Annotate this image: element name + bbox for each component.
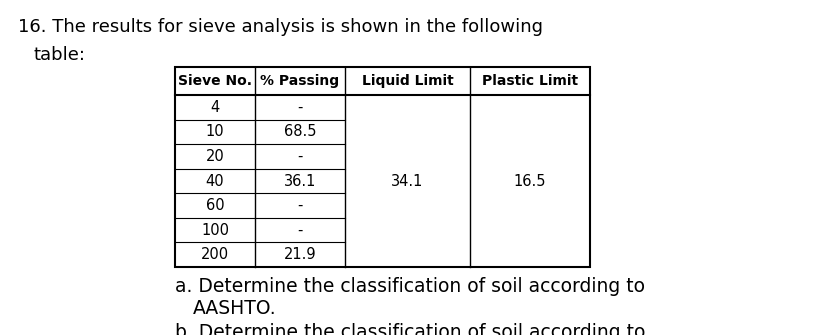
Text: -: - <box>297 100 302 115</box>
Text: b. Determine the classification of soil according to: b. Determine the classification of soil … <box>175 323 645 335</box>
Text: 16. The results for sieve analysis is shown in the following: 16. The results for sieve analysis is sh… <box>18 18 543 36</box>
Text: 68.5: 68.5 <box>284 124 316 139</box>
Text: a. Determine the classification of soil according to: a. Determine the classification of soil … <box>175 277 645 296</box>
Text: 36.1: 36.1 <box>284 174 316 189</box>
Text: 100: 100 <box>201 223 229 238</box>
Text: 34.1: 34.1 <box>391 174 424 189</box>
Text: % Passing: % Passing <box>261 74 340 88</box>
Bar <box>175 67 590 267</box>
Text: 60: 60 <box>205 198 224 213</box>
Text: AASHTO.: AASHTO. <box>193 299 276 318</box>
Text: 21.9: 21.9 <box>284 247 316 262</box>
Text: -: - <box>297 149 302 164</box>
Text: 20: 20 <box>205 149 224 164</box>
Text: -: - <box>297 223 302 238</box>
Text: 10: 10 <box>205 124 224 139</box>
Text: Liquid Limit: Liquid Limit <box>362 74 453 88</box>
Text: Plastic Limit: Plastic Limit <box>482 74 578 88</box>
Text: Sieve No.: Sieve No. <box>178 74 252 88</box>
Text: -: - <box>297 198 302 213</box>
Text: table:: table: <box>34 46 86 64</box>
Text: 200: 200 <box>201 247 229 262</box>
Text: 40: 40 <box>205 174 224 189</box>
Text: 4: 4 <box>210 100 219 115</box>
Text: 16.5: 16.5 <box>513 174 546 189</box>
